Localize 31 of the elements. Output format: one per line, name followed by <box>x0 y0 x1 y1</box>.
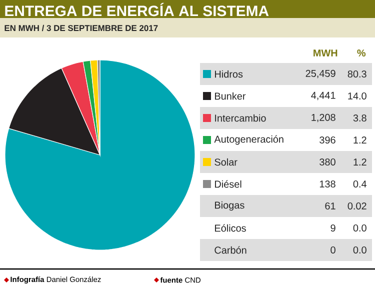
data-label: 138 <box>320 180 336 188</box>
text: 0.0 <box>353 224 366 232</box>
data-label: 1,208 <box>312 114 336 122</box>
text: 80.3 <box>348 70 366 78</box>
category-label: Eólicos <box>215 224 246 232</box>
text: 3.8 <box>353 114 366 122</box>
text: 14.0 <box>348 92 366 100</box>
legend-label: Autogeneración <box>214 135 284 145</box>
category-label: Biogas <box>215 201 244 211</box>
legend-label: Diésel <box>215 180 242 188</box>
text: 0.4 <box>353 180 367 188</box>
data-label: 380 <box>320 158 336 166</box>
text: 1.2 <box>354 136 366 144</box>
text: 0.0 <box>353 246 366 254</box>
text: 9 <box>330 224 336 232</box>
text: MWH <box>314 50 338 56</box>
category-label: Carbón <box>214 246 246 254</box>
legend-label: Bunker <box>215 92 246 100</box>
data-label: 396 <box>320 136 336 144</box>
text: % <box>357 49 366 57</box>
data-label: 25,459 <box>306 70 336 78</box>
legend-label: Intercambio <box>215 114 266 122</box>
legend-label: Hidros <box>215 70 243 78</box>
text: 0.02 <box>348 202 366 210</box>
data-label: 4,441 <box>311 92 336 100</box>
chart-subtitle: EN MWH / 3 DE SEPTIEMBRE DE 2017 <box>4 24 158 32</box>
chart-title: ENTREGA DE ENERGÍA AL SISTEMA <box>5 2 269 16</box>
legend-label: Solar <box>214 158 238 166</box>
text: 0 <box>330 246 336 254</box>
text: 1.2 <box>354 158 366 166</box>
text: 61 <box>325 202 336 210</box>
